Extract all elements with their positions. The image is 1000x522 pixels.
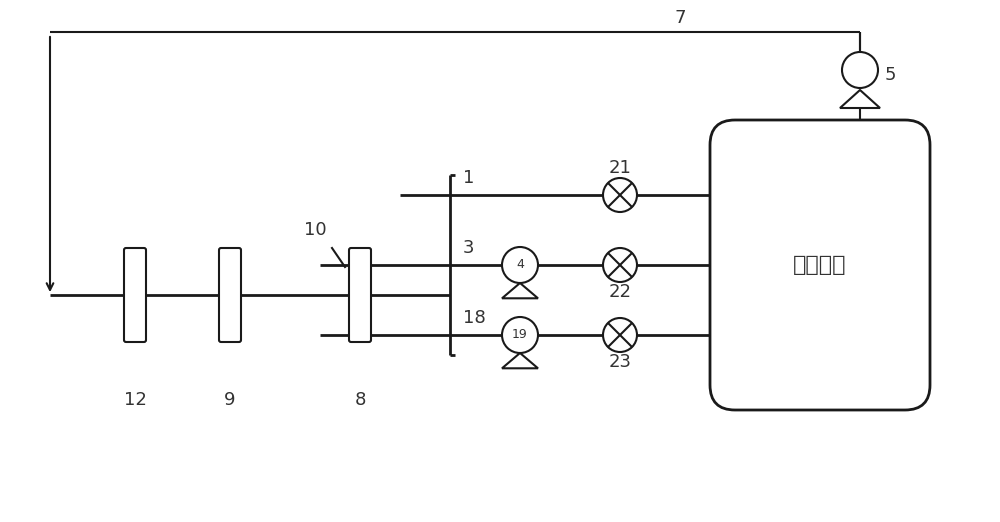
Text: 5: 5: [885, 66, 896, 84]
Text: 8: 8: [354, 391, 366, 409]
FancyBboxPatch shape: [219, 248, 241, 342]
Text: 9: 9: [224, 391, 236, 409]
Text: 23: 23: [608, 353, 632, 371]
Text: 7: 7: [674, 9, 686, 27]
Circle shape: [603, 178, 637, 212]
Circle shape: [603, 248, 637, 282]
Text: 3: 3: [463, 239, 475, 257]
Circle shape: [502, 247, 538, 283]
Text: 地下水库: 地下水库: [793, 255, 847, 275]
Text: 22: 22: [608, 283, 632, 301]
Text: 18: 18: [463, 309, 486, 327]
Text: 21: 21: [609, 159, 631, 177]
FancyBboxPatch shape: [124, 248, 146, 342]
Text: 10: 10: [304, 221, 326, 239]
Text: 19: 19: [512, 328, 528, 341]
Text: 4: 4: [516, 258, 524, 271]
Circle shape: [502, 317, 538, 353]
Text: 12: 12: [124, 391, 146, 409]
Text: 1: 1: [463, 169, 474, 187]
FancyBboxPatch shape: [710, 120, 930, 410]
Circle shape: [603, 318, 637, 352]
FancyBboxPatch shape: [349, 248, 371, 342]
